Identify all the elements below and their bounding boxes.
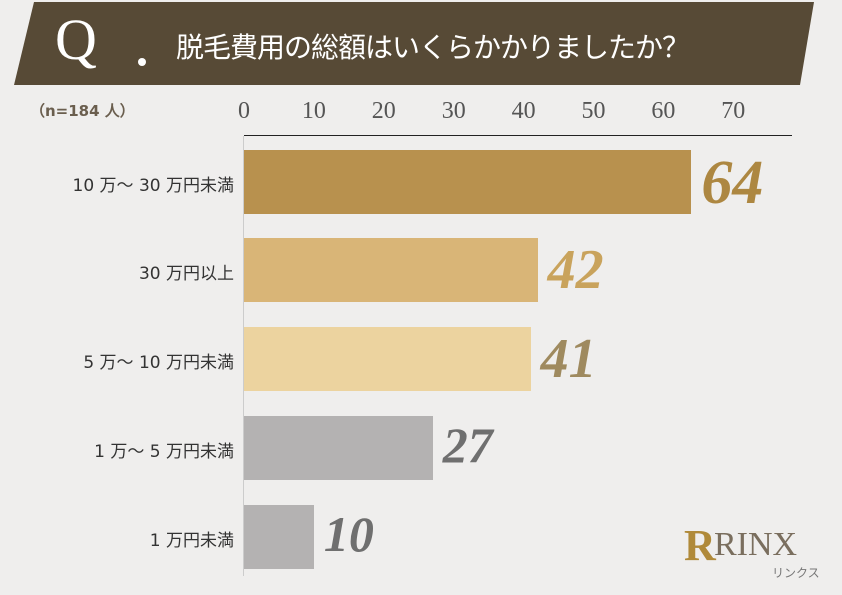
data-label: 64 (701, 149, 764, 217)
bar (244, 505, 314, 569)
x-tick-label: 60 (651, 98, 676, 124)
bar (244, 238, 538, 302)
bar (244, 327, 531, 391)
bar (244, 416, 433, 480)
x-tick-label: 30 (441, 98, 466, 124)
x-tick-label: 0 (238, 98, 250, 124)
x-tick-label: 20 (371, 98, 396, 124)
x-axis-line (244, 135, 792, 136)
x-tick-label: 70 (721, 98, 746, 124)
q-dot (138, 58, 146, 66)
data-label: 42 (547, 239, 604, 301)
sample-size: （n=184 人） (30, 102, 135, 120)
logo-mark: R (684, 521, 716, 570)
logo-text: RINX (714, 526, 798, 563)
title-banner (14, 2, 814, 85)
category-label: 5 万～ 10 万円未満 (83, 353, 234, 373)
q-mark: Q (55, 7, 97, 72)
data-label: 10 (323, 506, 374, 562)
category-label: 1 万～ 5 万円未満 (94, 442, 234, 462)
x-tick-label: 10 (301, 98, 326, 124)
data-label: 27 (442, 417, 493, 473)
category-label: 10 万～ 30 万円未満 (72, 176, 234, 196)
x-tick-label: 50 (581, 98, 606, 124)
bar (244, 150, 692, 214)
category-label: 30 万円以上 (138, 264, 234, 284)
y-axis-line (243, 136, 244, 576)
x-tick-label: 40 (511, 98, 536, 124)
chart-title: 脱毛費用の総額はいくらかかりましたか？ (176, 31, 690, 64)
data-label: 41 (540, 328, 597, 390)
category-label: 1 万円未満 (149, 531, 234, 551)
logo-kana: リンクス (772, 566, 820, 580)
